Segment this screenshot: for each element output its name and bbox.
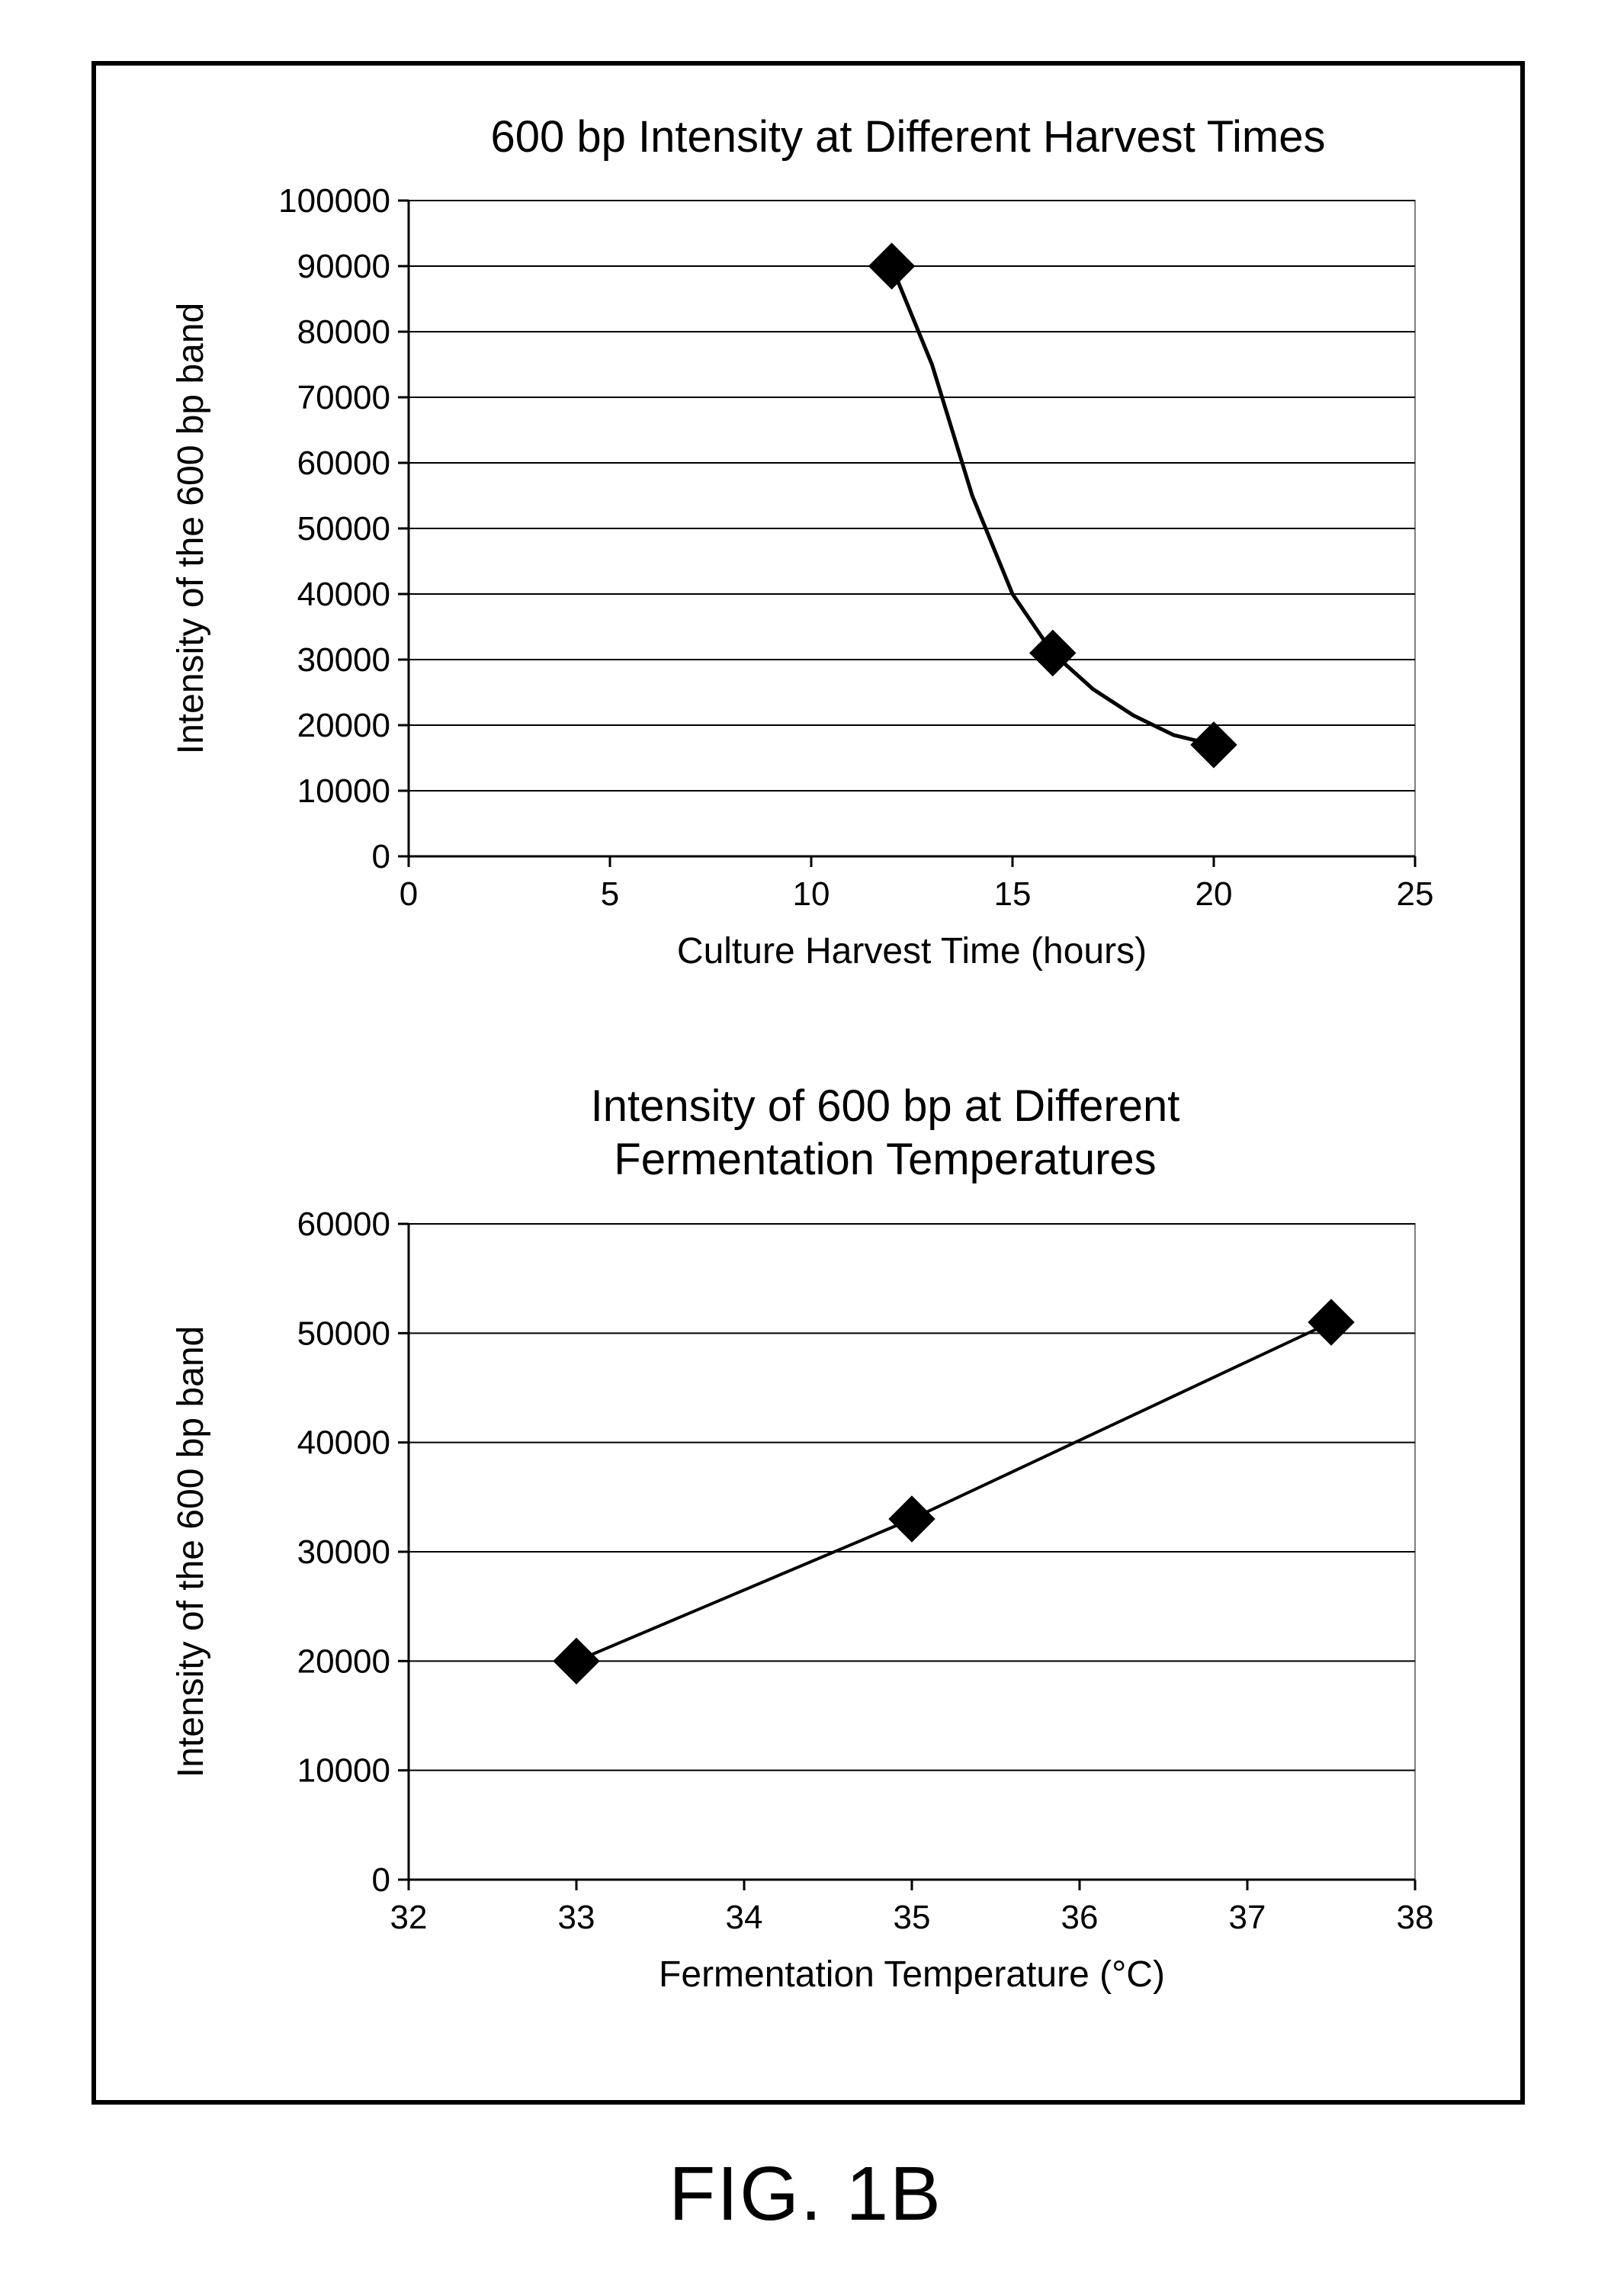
svg-text:50000: 50000 [297,1315,390,1353]
svg-text:Fermentation Temperature (°C): Fermentation Temperature (°C) [659,1954,1165,1995]
svg-text:36: 36 [1061,1899,1099,1936]
svg-text:0: 0 [400,875,418,913]
svg-text:0: 0 [372,838,390,875]
svg-text:Intensity of the 600 bp band: Intensity of the 600 bp band [171,1326,211,1777]
chart-1-title: 600 bp Intensity at Different Harvest Ti… [355,111,1461,162]
svg-text:10000: 10000 [297,772,390,810]
svg-text:20: 20 [1195,875,1233,913]
svg-text:Culture Harvest Time (hours): Culture Harvest Time (hours) [677,931,1147,971]
svg-text:0: 0 [372,1861,390,1899]
chart-1-svg: 0 10000 20000 30000 40000 50000 60000 70000 8000… [157,185,1461,994]
svg-text:50000: 50000 [297,510,390,548]
svg-text:100000: 100000 [278,185,390,220]
svg-text:38: 38 [1397,1899,1434,1936]
chart-1: 600 bp Intensity at Different Harvest Ti… [157,111,1461,994]
chart-2-title: Intensity of 600 bp at Different Ferment… [310,1080,1461,1186]
page: 600 bp Intensity at Different Harvest Ti… [0,0,1611,2296]
svg-text:80000: 80000 [297,313,390,351]
svg-text:5: 5 [601,875,619,913]
svg-text:15: 15 [994,875,1032,913]
svg-text:33: 33 [558,1899,595,1936]
figure-label: FIG. 1B [0,2150,1611,2238]
svg-text:Intensity of the 600 bp band: Intensity of the 600 bp band [171,303,211,754]
svg-text:34: 34 [726,1899,763,1936]
svg-text:60000: 60000 [297,1209,390,1243]
svg-text:70000: 70000 [297,379,390,416]
svg-text:60000: 60000 [297,445,390,482]
chart-2-svg: 0 10000 20000 30000 40000 50000 60000 32 33 34 35 3… [157,1209,1461,2017]
svg-text:40000: 40000 [297,576,390,613]
svg-text:20000: 20000 [297,1643,390,1681]
svg-text:32: 32 [390,1899,428,1936]
chart-2: Intensity of 600 bp at Different Ferment… [157,1080,1461,2017]
svg-text:10: 10 [793,875,830,913]
svg-text:10000: 10000 [297,1752,390,1790]
figure-frame: 600 bp Intensity at Different Harvest Ti… [91,61,1525,2105]
svg-text:37: 37 [1229,1899,1266,1936]
svg-text:40000: 40000 [297,1424,390,1462]
svg-text:30000: 30000 [297,1533,390,1571]
svg-text:25: 25 [1397,875,1434,913]
svg-text:20000: 20000 [297,707,390,744]
svg-text:90000: 90000 [297,248,390,285]
svg-text:35: 35 [894,1899,931,1936]
svg-text:30000: 30000 [297,641,390,679]
